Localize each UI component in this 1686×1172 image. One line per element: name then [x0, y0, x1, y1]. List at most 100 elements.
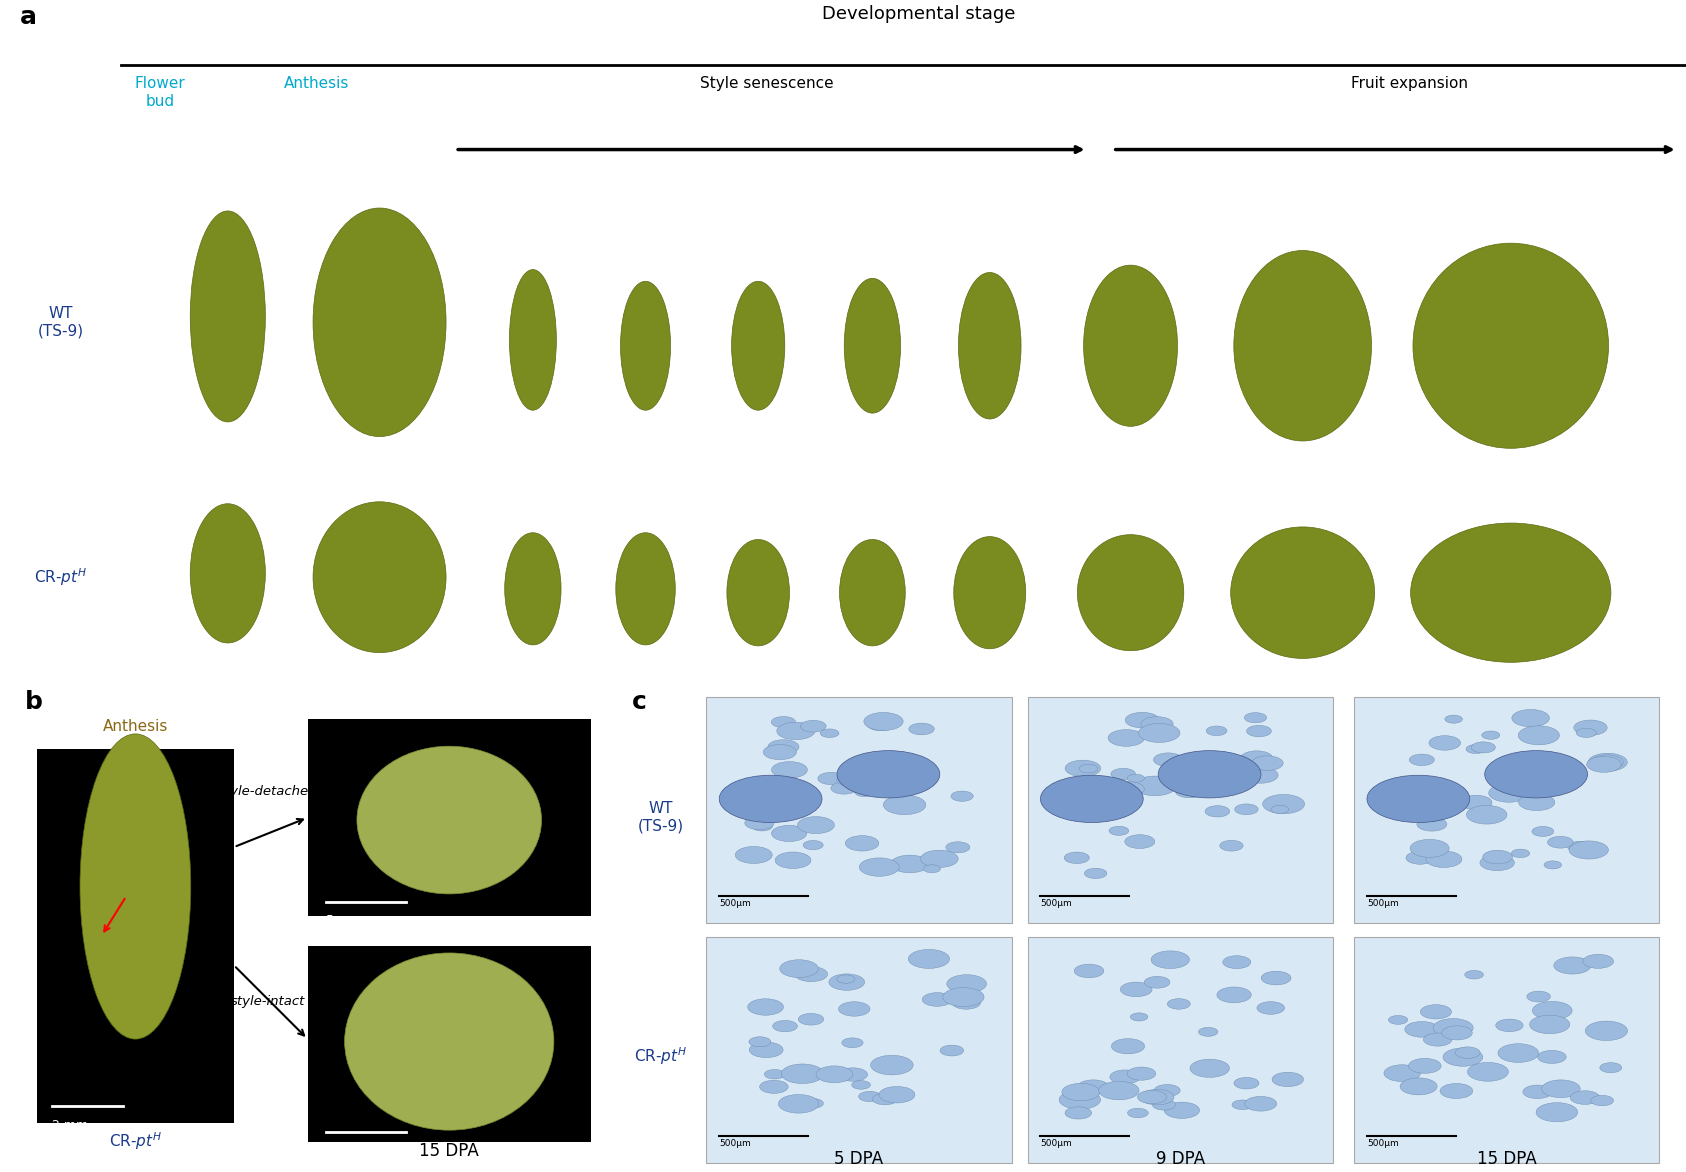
Circle shape — [818, 772, 845, 785]
Ellipse shape — [314, 502, 447, 653]
Circle shape — [1219, 840, 1243, 851]
Circle shape — [855, 788, 873, 797]
Circle shape — [1440, 1083, 1474, 1098]
Circle shape — [1438, 1024, 1465, 1037]
Circle shape — [1271, 805, 1288, 813]
Circle shape — [1120, 982, 1152, 996]
Text: Fruit expansion: Fruit expansion — [1350, 76, 1469, 91]
Circle shape — [1495, 1020, 1522, 1031]
Circle shape — [924, 865, 941, 873]
Circle shape — [1511, 850, 1529, 858]
Circle shape — [1108, 730, 1145, 747]
Text: Style senescence: Style senescence — [700, 76, 835, 91]
Circle shape — [1244, 1096, 1276, 1111]
Ellipse shape — [191, 211, 265, 422]
Circle shape — [1064, 852, 1089, 864]
Circle shape — [1485, 750, 1588, 798]
Circle shape — [1138, 1090, 1167, 1104]
Bar — [1027, 936, 1332, 1163]
Circle shape — [1128, 1067, 1157, 1081]
Circle shape — [1416, 817, 1447, 831]
Circle shape — [1271, 1072, 1303, 1086]
Text: 500μm: 500μm — [1040, 1138, 1072, 1147]
Circle shape — [1467, 1062, 1509, 1082]
Text: CR-$pt^H$: CR-$pt^H$ — [110, 1130, 162, 1152]
Circle shape — [772, 825, 808, 841]
Circle shape — [1158, 750, 1261, 798]
Circle shape — [1568, 841, 1593, 853]
Text: 500μm: 500μm — [1367, 1138, 1399, 1147]
Circle shape — [821, 729, 840, 737]
Circle shape — [921, 850, 958, 867]
Circle shape — [868, 718, 894, 731]
Text: 5 DPA: 5 DPA — [835, 1150, 883, 1168]
Circle shape — [836, 775, 862, 785]
Text: Anthesis: Anthesis — [285, 76, 349, 91]
Circle shape — [1592, 1096, 1614, 1106]
Circle shape — [1573, 720, 1607, 735]
Ellipse shape — [615, 533, 676, 645]
Ellipse shape — [727, 539, 789, 646]
Ellipse shape — [509, 270, 556, 410]
Circle shape — [1482, 850, 1512, 864]
Circle shape — [1465, 970, 1484, 979]
Circle shape — [1140, 1089, 1173, 1105]
Circle shape — [845, 836, 878, 851]
Circle shape — [1145, 976, 1170, 988]
Circle shape — [1125, 834, 1155, 849]
Circle shape — [1111, 1038, 1145, 1054]
Text: c: c — [632, 689, 646, 714]
Circle shape — [836, 975, 855, 983]
Circle shape — [1205, 725, 1227, 736]
Circle shape — [1522, 1085, 1553, 1098]
Circle shape — [1040, 775, 1143, 823]
Ellipse shape — [845, 279, 900, 414]
Circle shape — [735, 846, 772, 864]
Circle shape — [1243, 768, 1278, 783]
Circle shape — [1406, 851, 1433, 864]
Circle shape — [749, 1042, 782, 1057]
Circle shape — [1079, 764, 1098, 774]
Circle shape — [1592, 755, 1624, 770]
Circle shape — [1467, 805, 1507, 824]
Circle shape — [1241, 751, 1273, 765]
Circle shape — [1420, 1004, 1452, 1018]
Circle shape — [1222, 955, 1251, 968]
Text: Flower
bud: Flower bud — [135, 76, 185, 109]
Circle shape — [749, 1037, 771, 1047]
Circle shape — [1367, 775, 1470, 823]
Circle shape — [771, 716, 796, 728]
Text: CR-$pt^H$: CR-$pt^H$ — [634, 1045, 686, 1068]
Circle shape — [870, 1055, 914, 1075]
Circle shape — [1426, 851, 1462, 867]
Circle shape — [1455, 1047, 1480, 1058]
Circle shape — [720, 775, 823, 823]
Text: Developmental stage: Developmental stage — [823, 5, 1015, 23]
Text: 500μm: 500μm — [720, 899, 750, 908]
Circle shape — [1066, 761, 1101, 777]
Circle shape — [1059, 1090, 1101, 1109]
Circle shape — [1246, 725, 1271, 737]
Circle shape — [1109, 826, 1130, 836]
Circle shape — [1600, 1063, 1622, 1072]
Circle shape — [747, 999, 784, 1015]
Circle shape — [1533, 1001, 1571, 1020]
Text: WT
(TS-9): WT (TS-9) — [637, 802, 683, 833]
Ellipse shape — [1231, 527, 1374, 659]
Circle shape — [1517, 725, 1560, 744]
Circle shape — [1472, 742, 1495, 752]
Circle shape — [1111, 782, 1145, 797]
Text: WT
(TS-9): WT (TS-9) — [37, 306, 84, 339]
Ellipse shape — [1234, 251, 1371, 441]
Circle shape — [1529, 1015, 1570, 1034]
Circle shape — [836, 750, 939, 798]
Text: style-intact: style-intact — [231, 995, 305, 1008]
Text: 9 DPA: 9 DPA — [1155, 1150, 1205, 1168]
Circle shape — [1430, 736, 1460, 750]
Circle shape — [1199, 1028, 1217, 1036]
Circle shape — [781, 1064, 824, 1083]
Circle shape — [1251, 756, 1283, 770]
Circle shape — [1077, 1079, 1109, 1095]
Ellipse shape — [958, 272, 1022, 420]
Ellipse shape — [1077, 534, 1184, 650]
